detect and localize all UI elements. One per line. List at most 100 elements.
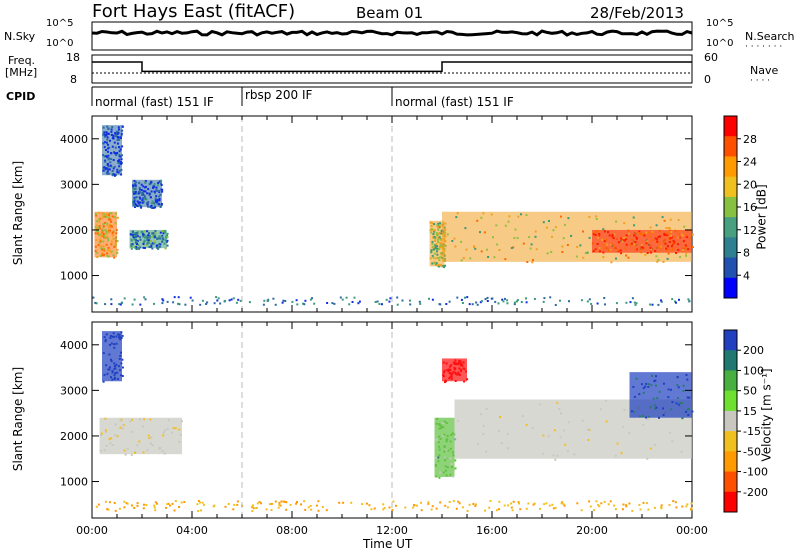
power-cell — [113, 216, 116, 218]
power-cell — [434, 237, 436, 240]
velocity-cell — [437, 456, 440, 459]
velocity-cell — [654, 407, 657, 410]
power-cell — [153, 202, 156, 205]
power-cell — [598, 247, 601, 250]
power-cell — [230, 298, 233, 301]
power-cell — [106, 138, 109, 141]
velocity-cell — [350, 501, 353, 504]
power-cell — [660, 299, 662, 302]
velocity-cell — [452, 454, 455, 457]
velocity-cell — [133, 507, 136, 509]
power-cell — [107, 172, 110, 175]
power-cell — [654, 237, 657, 240]
power-cell — [617, 250, 620, 253]
power-cell — [529, 247, 532, 250]
velocity-cell — [109, 442, 112, 445]
velocity-cell — [134, 451, 136, 454]
power-cell — [142, 200, 145, 203]
power-cell — [109, 229, 112, 232]
velocity-cell — [442, 375, 445, 378]
power-cell — [156, 237, 159, 240]
power-cell — [438, 236, 441, 239]
power-cell — [548, 220, 550, 222]
velocity-cell — [656, 397, 659, 400]
power-cell — [504, 297, 506, 300]
velocity-cell — [156, 502, 158, 505]
power-cell — [603, 247, 606, 250]
power-cell — [617, 241, 620, 244]
velocity-cell — [169, 504, 171, 507]
velocity-cell — [686, 396, 689, 399]
power-cell — [118, 303, 121, 306]
power-cell — [101, 234, 104, 237]
velocity-cell — [646, 457, 649, 460]
power-cell — [333, 302, 336, 305]
power-cell — [105, 131, 108, 134]
power-cell — [627, 232, 630, 235]
power-cell — [161, 298, 164, 301]
power-cell — [456, 296, 459, 299]
power-cell — [110, 243, 113, 246]
velocity-cell — [622, 425, 625, 428]
velocity-cell — [435, 438, 438, 441]
power-cell — [436, 247, 439, 250]
velocity-cell — [567, 450, 570, 453]
power-cell — [110, 128, 113, 131]
velocity-cell — [119, 419, 122, 422]
power-cell — [111, 173, 114, 175]
velocity-cell — [382, 508, 385, 511]
power-cell — [115, 232, 118, 235]
power-cell — [147, 188, 150, 191]
power-cell — [559, 299, 561, 302]
power-cell — [147, 234, 150, 237]
power-cell — [612, 237, 615, 240]
velocity-cell — [171, 502, 174, 505]
power-cell — [139, 201, 141, 204]
velocity-cell — [174, 500, 177, 502]
power-cell — [431, 255, 434, 257]
velocity-cell — [642, 501, 645, 504]
velocity-cell — [655, 375, 657, 378]
power-cell — [436, 245, 439, 248]
velocity-cell — [444, 469, 447, 472]
power-cell — [296, 303, 299, 306]
power-cell — [94, 212, 97, 215]
velocity-cell — [454, 359, 457, 362]
power-cell — [685, 254, 687, 257]
beam-title: Beam 01 — [356, 4, 424, 22]
power-cell — [508, 215, 511, 218]
power-cell — [155, 195, 158, 198]
power-cell — [107, 158, 110, 161]
power-cell — [596, 243, 599, 245]
power-cell — [100, 234, 103, 236]
velocity-cell — [466, 510, 469, 512]
velocity-cell — [100, 432, 103, 435]
power-cell — [141, 199, 144, 202]
power-cell — [109, 212, 112, 215]
velocity-cell — [124, 453, 127, 456]
power-cell — [309, 298, 312, 301]
power-colorbar-tick-label: 8 — [743, 247, 750, 260]
power-cell — [512, 246, 515, 249]
velocity-cell — [459, 364, 462, 367]
velocity-cell — [680, 401, 683, 404]
power-cell — [625, 301, 628, 304]
power-cell — [473, 246, 476, 248]
power-cell — [115, 154, 118, 156]
velocity-cell — [667, 396, 670, 399]
power-cell — [164, 231, 166, 234]
velocity-cell — [451, 432, 454, 435]
power-cell — [139, 303, 142, 306]
velocity-cell — [559, 436, 562, 439]
velocity-cell — [103, 336, 106, 339]
power-cell — [105, 155, 108, 158]
power-cell — [215, 296, 218, 299]
power-cell — [132, 231, 134, 233]
power-cell — [121, 154, 123, 157]
velocity-cell — [136, 502, 139, 505]
velocity-cell — [111, 370, 114, 372]
velocity-cell — [455, 363, 458, 366]
velocity-cell — [642, 387, 645, 390]
power-cell — [98, 220, 101, 223]
power-cell — [272, 297, 275, 300]
